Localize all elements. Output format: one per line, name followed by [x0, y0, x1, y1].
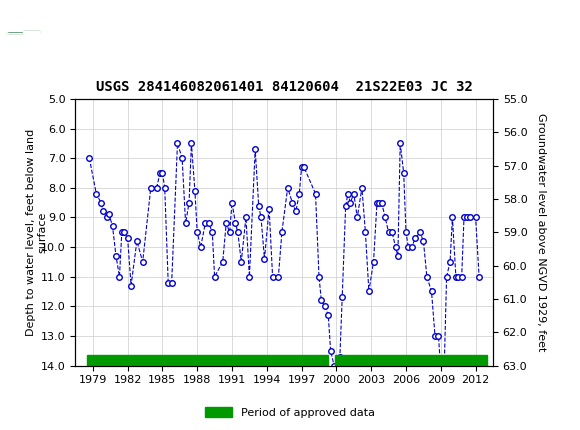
Bar: [7, 32, 23, 34]
Title: USGS 284146082061401 84120604  21S22E03 JC 32: USGS 284146082061401 84120604 21S22E03 J…: [96, 80, 473, 94]
Bar: [23, 31, 39, 32]
Bar: [87, 355, 328, 366]
Bar: [7, 31, 23, 32]
Y-axis label: Groundwater level above NGVD 1929, feet: Groundwater level above NGVD 1929, feet: [536, 113, 546, 351]
Legend: Period of approved data: Period of approved data: [200, 403, 380, 422]
Bar: [23, 32, 39, 34]
Bar: [335, 355, 487, 366]
Text: USGS: USGS: [44, 13, 90, 28]
Y-axis label: Depth to water level, feet below land
surface: Depth to water level, feet below land su…: [26, 129, 48, 336]
Bar: [7, 31, 39, 34]
